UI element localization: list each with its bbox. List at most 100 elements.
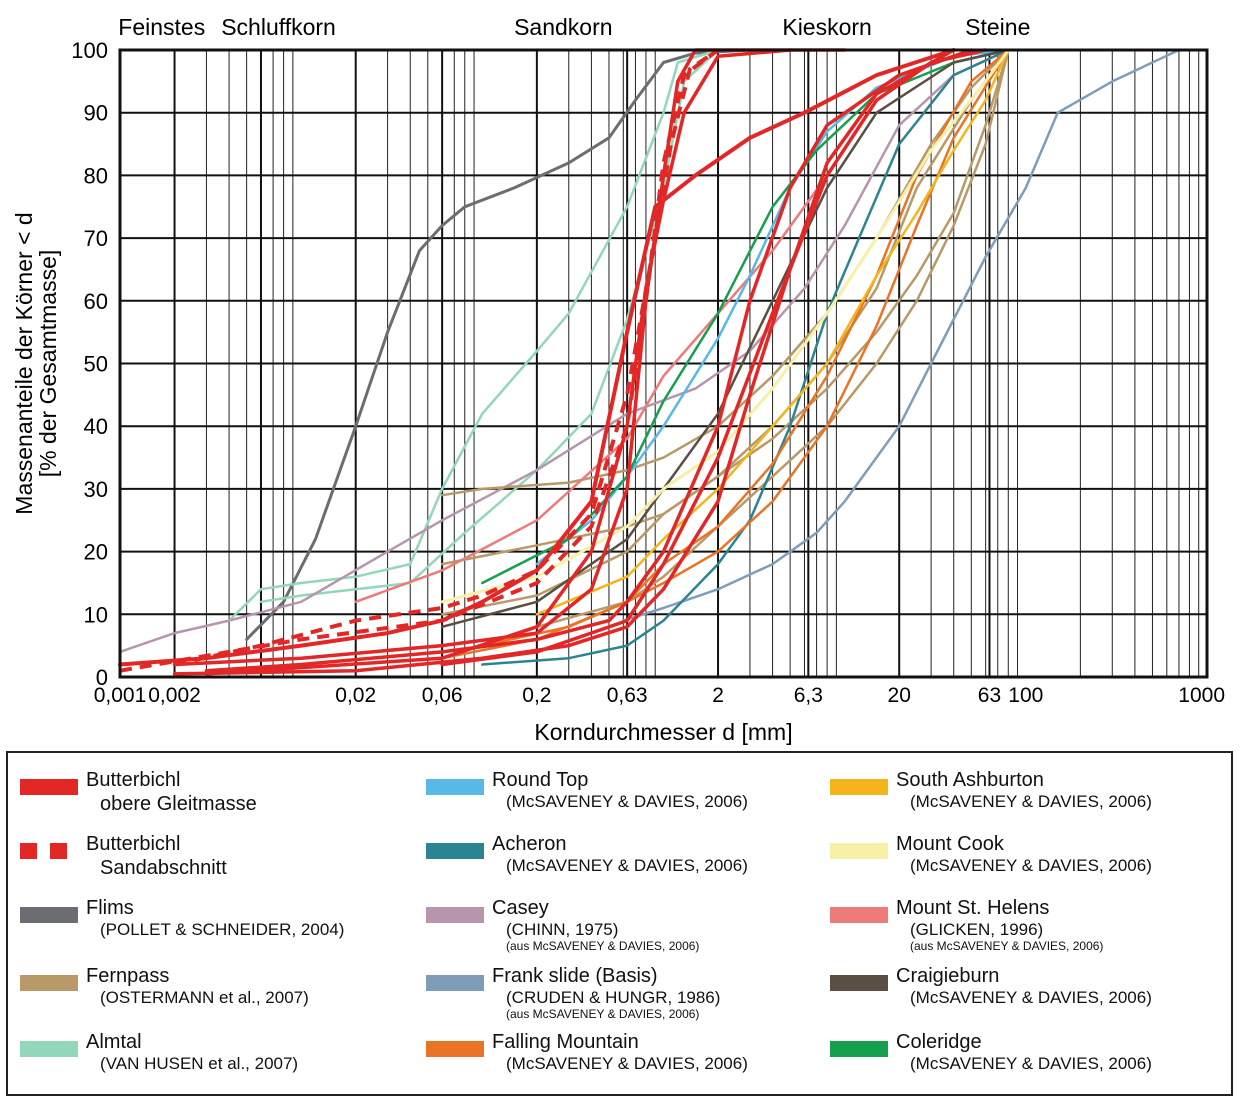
legend-source: (POLLET & SCHNEIDER, 2004) bbox=[100, 920, 345, 939]
legend-source: (OSTERMANN et al., 2007) bbox=[100, 988, 309, 1007]
series-line-butterbichl-obere-gleitmasse bbox=[172, 48, 847, 667]
fraction-label: Feinstes bbox=[118, 14, 205, 40]
legend: Butterbichl obere Gleitmasse Butterbichl Sa… bbox=[6, 751, 1233, 1096]
fraction-labels: Feinstes Schluffkorn Sandkorn Kieskorn Stein… bbox=[118, 14, 1030, 40]
legend-swatch bbox=[426, 779, 484, 795]
legend-source: (McSAVENEY & DAVIES, 2006) bbox=[506, 1054, 748, 1073]
legend-source: (McSAVENEY & DAVIES, 2006) bbox=[506, 792, 748, 811]
x-tick-label: 100 bbox=[1008, 684, 1043, 707]
y-tick-label: 90 bbox=[84, 101, 108, 126]
series-line-falling-mountain bbox=[440, 48, 1010, 660]
series-line-frank-slide-basis- bbox=[622, 48, 1181, 622]
y-tick-labels: 0 10 20 30 40 50 60 70 80 90 100 bbox=[71, 38, 108, 690]
series-line-butterbichl-obere-gleitmasse bbox=[118, 48, 956, 667]
y-tick-label: 40 bbox=[84, 414, 108, 439]
legend-swatch bbox=[426, 843, 484, 859]
legend-label: Mount St. Helens bbox=[896, 897, 1050, 919]
y-tick-label: 70 bbox=[84, 226, 108, 251]
legend-swatch bbox=[830, 843, 888, 859]
x-tick-label: 1000 bbox=[1178, 684, 1225, 707]
legend-swatch bbox=[426, 1041, 484, 1057]
legend-source-note: (aus McSAVENEY & DAVIES, 2006) bbox=[506, 939, 700, 953]
plot-frame bbox=[118, 48, 1209, 679]
y-axis-title-line2: [% der Gesamtmasse] bbox=[35, 250, 61, 478]
x-axis-title: Korndurchmesser d [mm] bbox=[534, 719, 792, 745]
legend-source-note: (aus McSAVENEY & DAVIES, 2006) bbox=[506, 1007, 700, 1021]
series-lines bbox=[118, 48, 1181, 676]
legend-label: Casey bbox=[492, 897, 549, 919]
y-axis-title-line1: Massenanteile der Körner < d bbox=[11, 212, 37, 514]
legend-swatch bbox=[20, 975, 78, 991]
legend-swatch bbox=[20, 1041, 78, 1057]
series-line-butterbichl-sandabschnitt bbox=[174, 48, 720, 667]
legend-label: Mount Cook bbox=[896, 833, 1004, 855]
y-tick-label: 0 bbox=[96, 665, 108, 690]
series-line-mount-cook bbox=[440, 48, 1010, 604]
legend-label: Craigieburn bbox=[896, 965, 1000, 987]
fraction-label: Steine bbox=[965, 14, 1030, 40]
legend-label: Flims bbox=[86, 897, 134, 919]
legend-swatch bbox=[20, 843, 78, 859]
legend-swatch bbox=[830, 975, 888, 991]
x-tick-label: 0,06 bbox=[422, 684, 463, 707]
series-line-fernpass bbox=[440, 48, 1010, 566]
series-line-fernpass bbox=[440, 48, 1010, 616]
series-line-falling-mountain bbox=[481, 48, 1010, 647]
x-tick-label: 0,002 bbox=[148, 684, 201, 707]
series-line-acheron bbox=[481, 48, 1010, 666]
legend-source: (GLICKEN, 1996) bbox=[910, 920, 1044, 939]
legend-swatch bbox=[830, 779, 888, 795]
legend-source: Sandabschnitt bbox=[100, 857, 227, 879]
series-line-south-ashburton bbox=[535, 48, 1010, 616]
x-tick-label: 0,001 bbox=[94, 684, 147, 707]
legend-label: Frank slide (Basis) bbox=[492, 965, 658, 987]
legend-source: (VAN HUSEN et al., 2007) bbox=[100, 1054, 299, 1073]
legend-swatch bbox=[830, 1041, 888, 1057]
legend-label: Butterbichl bbox=[86, 833, 181, 855]
x-tick-label: 0,2 bbox=[522, 684, 551, 707]
series-line-craigieburn bbox=[440, 48, 1010, 629]
y-tick-label: 100 bbox=[71, 38, 108, 63]
y-tick-label: 50 bbox=[84, 352, 108, 377]
x-tick-label: 6,3 bbox=[794, 684, 823, 707]
y-tick-label: 20 bbox=[84, 540, 108, 565]
grain-size-chart: Feinstes Schluffkorn Sandkorn Kieskorn Stein… bbox=[11, 14, 1225, 745]
series-line-butterbichl-obere-gleitmasse bbox=[204, 48, 974, 673]
x-tick-label: 0,02 bbox=[335, 684, 376, 707]
legend-label: Almtal bbox=[86, 1031, 142, 1053]
legend-swatch bbox=[20, 779, 78, 795]
legend-label: Round Top bbox=[492, 769, 589, 791]
x-tick-label: 0,63 bbox=[607, 684, 648, 707]
y-tick-label: 80 bbox=[84, 163, 108, 188]
y-tick-label: 60 bbox=[84, 289, 108, 314]
x-tick-label: 2 bbox=[712, 684, 724, 707]
legend-label: Falling Mountain bbox=[492, 1031, 639, 1053]
legend-source: (McSAVENEY & DAVIES, 2006) bbox=[910, 792, 1152, 811]
fraction-label: Sandkorn bbox=[514, 14, 612, 40]
legend-swatch bbox=[426, 907, 484, 923]
legend-label: Coleridge bbox=[896, 1031, 982, 1053]
legend-source-note: (aus McSAVENEY & DAVIES, 2006) bbox=[910, 939, 1104, 953]
legend-source: (McSAVENEY & DAVIES, 2006) bbox=[910, 1054, 1152, 1073]
x-tick-label: 20 bbox=[888, 684, 911, 707]
legend-swatch bbox=[426, 975, 484, 991]
legend-source: obere Gleitmasse bbox=[100, 793, 257, 815]
legend-source: (CRUDEN & HUNGR, 1986) bbox=[506, 988, 721, 1007]
legend-source: (McSAVENEY & DAVIES, 2006) bbox=[506, 856, 748, 875]
legend-label: South Ashburton bbox=[896, 769, 1044, 791]
legend-source: (CHINN, 1975) bbox=[506, 920, 619, 939]
legend-source: (McSAVENEY & DAVIES, 2006) bbox=[910, 856, 1152, 875]
y-axis-title: Massenanteile der Körner < d [% der Gesa… bbox=[11, 212, 61, 514]
x-tick-labels: 0,001 0,002 0,02 0,06 0,2 0,63 2 6,3 20 63 100 1000 bbox=[94, 684, 1225, 707]
legend-source: (McSAVENEY & DAVIES, 2006) bbox=[910, 988, 1152, 1007]
series-line-fernpass bbox=[440, 48, 1010, 497]
series-line-butterbichl-obere-gleitmasse bbox=[440, 48, 988, 667]
legend-swatch bbox=[830, 907, 888, 923]
y-tick-label: 30 bbox=[84, 477, 108, 502]
legend-label: Acheron bbox=[492, 833, 567, 855]
series-line-flims bbox=[245, 48, 752, 641]
legend-swatch bbox=[20, 907, 78, 923]
x-tick-label: 63 bbox=[978, 684, 1001, 707]
y-tick-label: 10 bbox=[84, 602, 108, 627]
fraction-label: Schluffkorn bbox=[221, 14, 336, 40]
